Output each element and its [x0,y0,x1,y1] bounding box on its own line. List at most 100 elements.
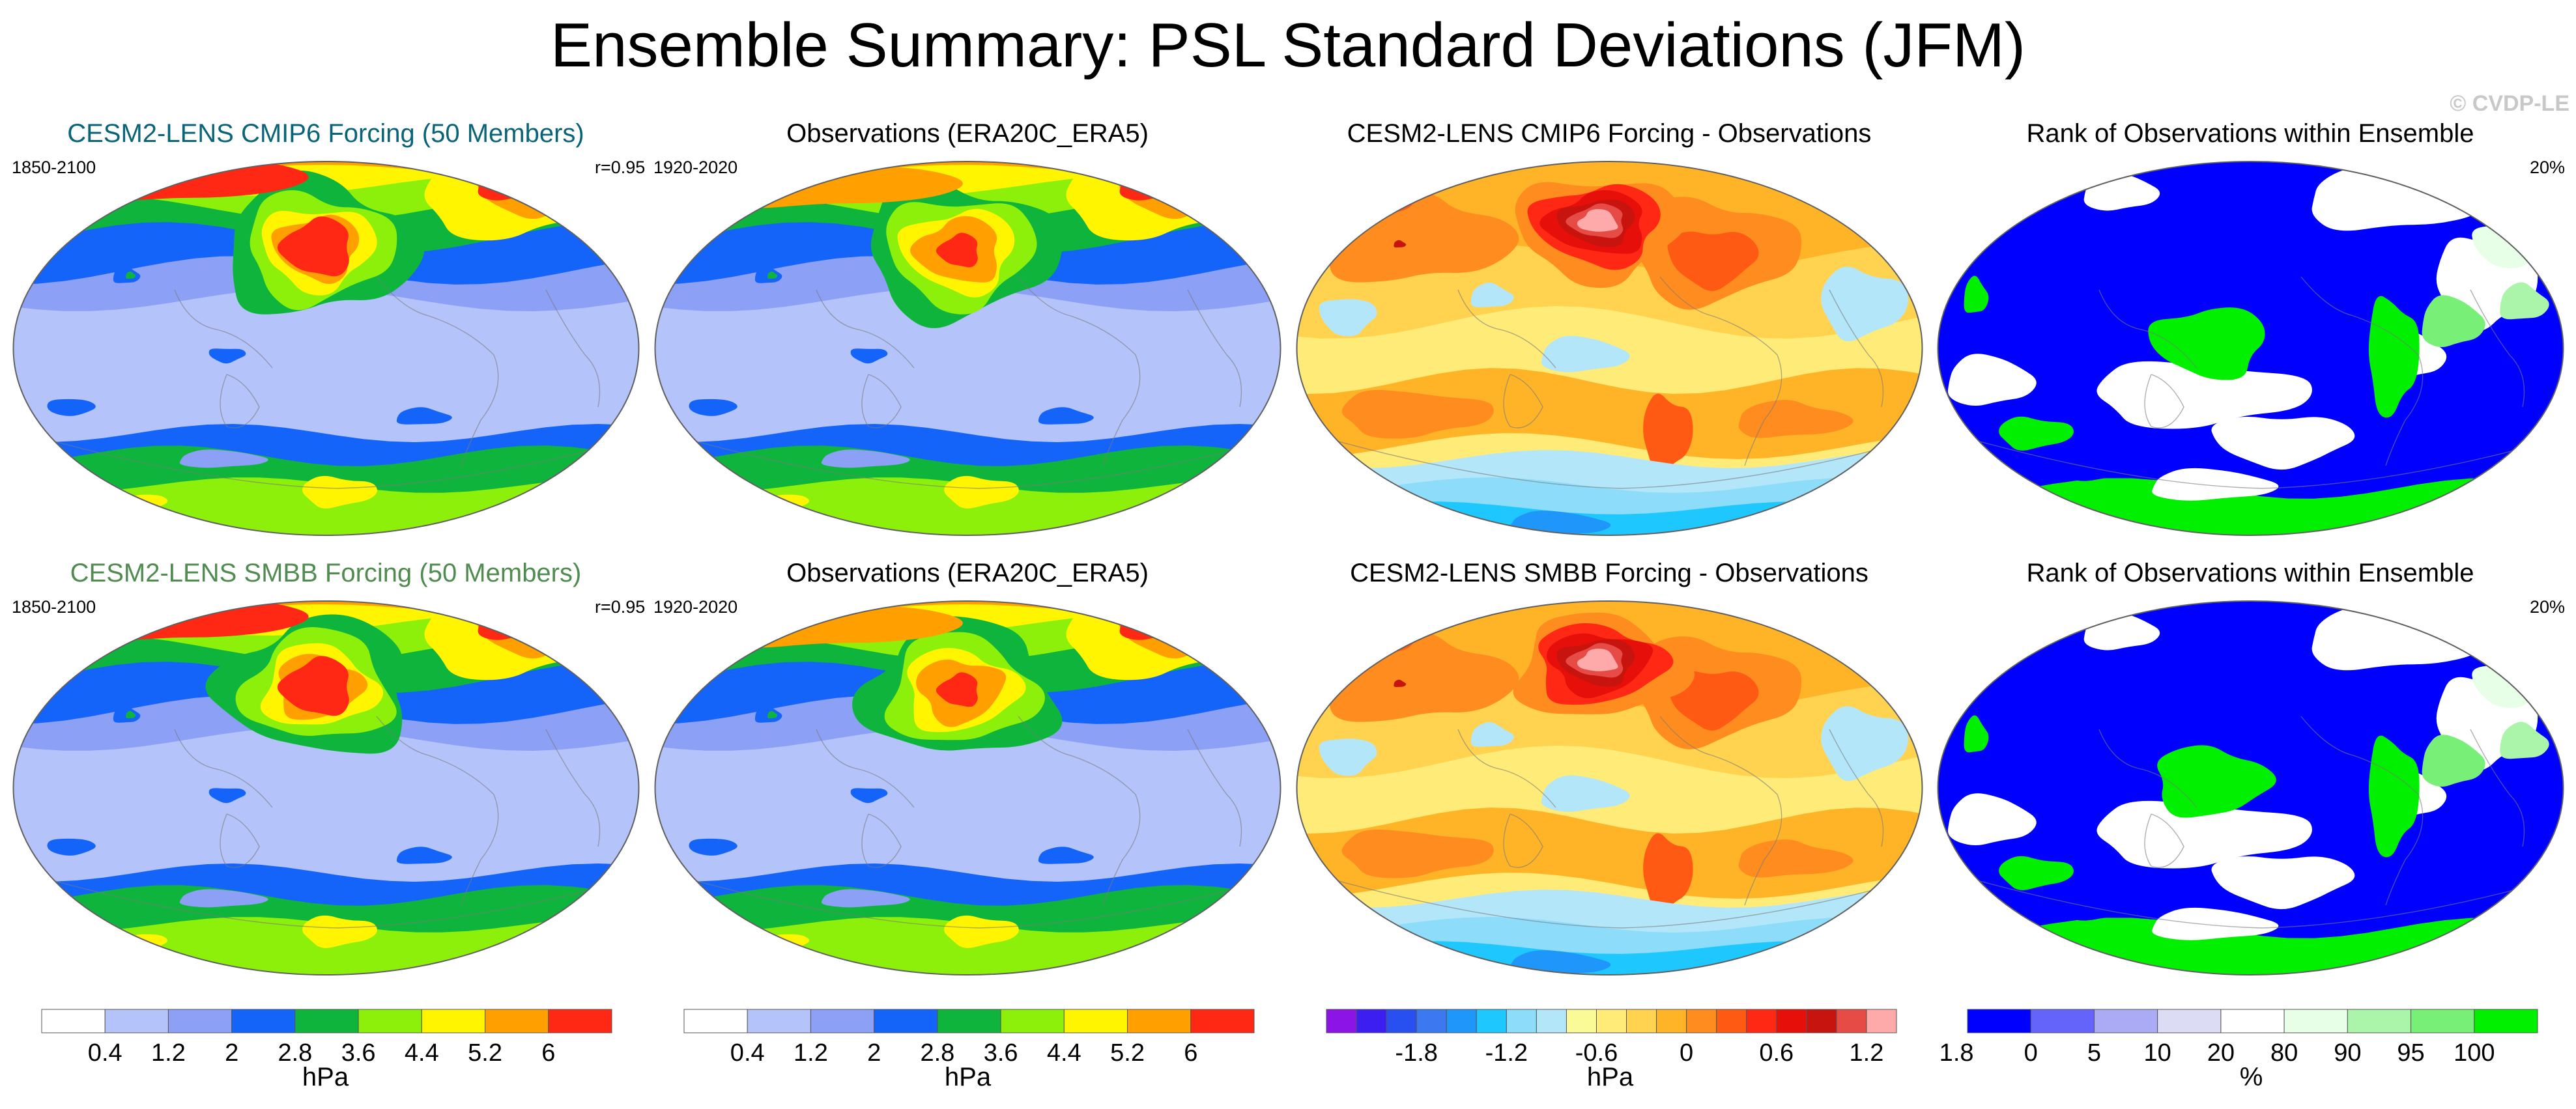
colorbar-swatch [2347,1009,2412,1033]
panel-title: CESM2-LENS SMBB Forcing (50 Members) [70,559,582,587]
colorbar-tick-label: 1.2 [1849,1039,1884,1067]
map-rank [1937,600,2564,976]
colorbar-tick-label: 5 [2087,1039,2102,1067]
colorbar-swatch [874,1009,938,1033]
panel-title: CESM2-LENS CMIP6 Forcing - Observations [1347,119,1872,148]
colorbar-tick-label: 4.4 [404,1039,439,1067]
colorbar-tick-label: 2.8 [920,1039,955,1067]
colorbar-unit-label: hPa [944,1063,992,1091]
colorbar-swatch [421,1009,486,1033]
colorbar-tick-label: -1.8 [1395,1039,1438,1067]
colorbar-swatch [1746,1009,1777,1033]
colorbar-swatch [2411,1009,2475,1033]
colorbar-swatch [937,1009,1001,1033]
colorbar-tick-label: 0 [2024,1039,2038,1067]
panel-correlation: r=0.95 [595,158,646,177]
map-std [12,600,640,976]
map-field [1296,161,1923,535]
map-diff [1296,161,1923,536]
colorbar-swatch [1000,1009,1065,1033]
panel-rank-summary: 20% [2529,597,2565,617]
colorbar [1326,1009,1897,1033]
map-field [1938,161,2564,535]
colorbar-swatch [1686,1009,1717,1033]
colorbar-swatch [485,1009,549,1033]
colorbar-tick-label: 2 [225,1039,239,1067]
colorbar-swatch [1446,1009,1477,1033]
panel-title: Observations (ERA20C_ERA5) [786,119,1149,148]
colorbar-swatch [2220,1009,2285,1033]
colorbar-swatch [1866,1009,1897,1033]
colorbar-tick-label: 80 [2270,1039,2298,1067]
colorbar-swatch [1476,1009,1507,1033]
colorbar-swatch [1836,1009,1867,1033]
colorbar-swatch [2093,1009,2158,1033]
colorbar-swatch [1386,1009,1417,1033]
colorbar-swatch [810,1009,875,1033]
colorbar-tick-label: 6 [1184,1039,1198,1067]
map-field [655,161,1281,535]
panel-period: 1920-2020 [653,158,738,177]
colorbar-swatch [1063,1009,1128,1033]
map-field [1938,601,2564,975]
colorbar-swatch [1566,1009,1597,1033]
panel-title: CESM2-LENS CMIP6 Forcing (50 Members) [67,119,584,148]
map-std [12,161,640,536]
colorbar-swatch [1127,1009,1192,1033]
colorbar-swatch [41,1009,106,1033]
colorbar-tick-label: 20 [2207,1039,2235,1067]
colorbar-swatch [167,1009,233,1033]
panel-title: Rank of Observations within Ensemble [2026,559,2474,587]
colorbar-swatch [358,1009,422,1033]
colorbar-swatch [2030,1009,2095,1033]
panel-title: CESM2-LENS SMBB Forcing - Observations [1350,559,1868,587]
colorbar-swatch [231,1009,296,1033]
colorbar-tick-label: 1.2 [794,1039,828,1067]
colorbar-tick-label: 0.4 [730,1039,765,1067]
colorbar-swatch [2157,1009,2222,1033]
colorbar-tick-label: 3.6 [983,1039,1018,1067]
colorbar-tick-label: 5.2 [1110,1039,1145,1067]
colorbar-swatch [1506,1009,1537,1033]
colorbar-swatch [1356,1009,1387,1033]
colorbar-swatch [1967,1009,2031,1033]
colorbar-tick-label: 0 [1680,1039,1694,1067]
colorbar-tick-label: -1.2 [1485,1039,1528,1067]
colorbar-unit-label: % [2239,1063,2263,1091]
colorbar-swatch [548,1009,612,1033]
coastline [1308,276,1915,489]
colorbar-tick-label: 10 [2143,1039,2171,1067]
colorbar-swatch [1716,1009,1747,1033]
watermark: © CVDP-LE [2450,91,2569,116]
coastline [1949,276,2556,489]
colorbar-swatch [1326,1009,1357,1033]
coastline [24,276,631,489]
colorbar-swatch [1190,1009,1255,1033]
colorbar [41,1009,612,1033]
colorbar-tick-label: 4.4 [1046,1039,1081,1067]
colorbar-swatch [2474,1009,2538,1033]
colorbar [683,1009,1255,1033]
colorbar [1967,1009,2538,1033]
colorbar-swatch [1416,1009,1447,1033]
colorbar-tick-label: 1.2 [151,1039,186,1067]
colorbar-tick-label: -0.6 [1575,1039,1618,1067]
colorbar-unit-label: hPa [1586,1063,1634,1091]
map-std [654,600,1281,976]
colorbar-tick-label: 2 [867,1039,881,1067]
panel-rank-summary: 20% [2529,158,2565,177]
colorbar-tick-label: 95 [2397,1039,2425,1067]
colorbar-swatch [104,1009,169,1033]
colorbar-tick-label: 2.8 [278,1039,313,1067]
coastline [666,276,1273,489]
panel-period: 1850-2100 [12,597,96,617]
panel-period: 1920-2020 [653,597,738,617]
panel-title: Observations (ERA20C_ERA5) [786,559,1149,587]
colorbar-swatch [683,1009,748,1033]
colorbar-swatch [1536,1009,1567,1033]
colorbar-swatch [1806,1009,1837,1033]
colorbar-swatch [2283,1009,2348,1033]
panel-period: 1850-2100 [12,158,96,177]
colorbar-tick-label: 90 [2334,1039,2362,1067]
colorbar-tick-label: 0.6 [1759,1039,1794,1067]
